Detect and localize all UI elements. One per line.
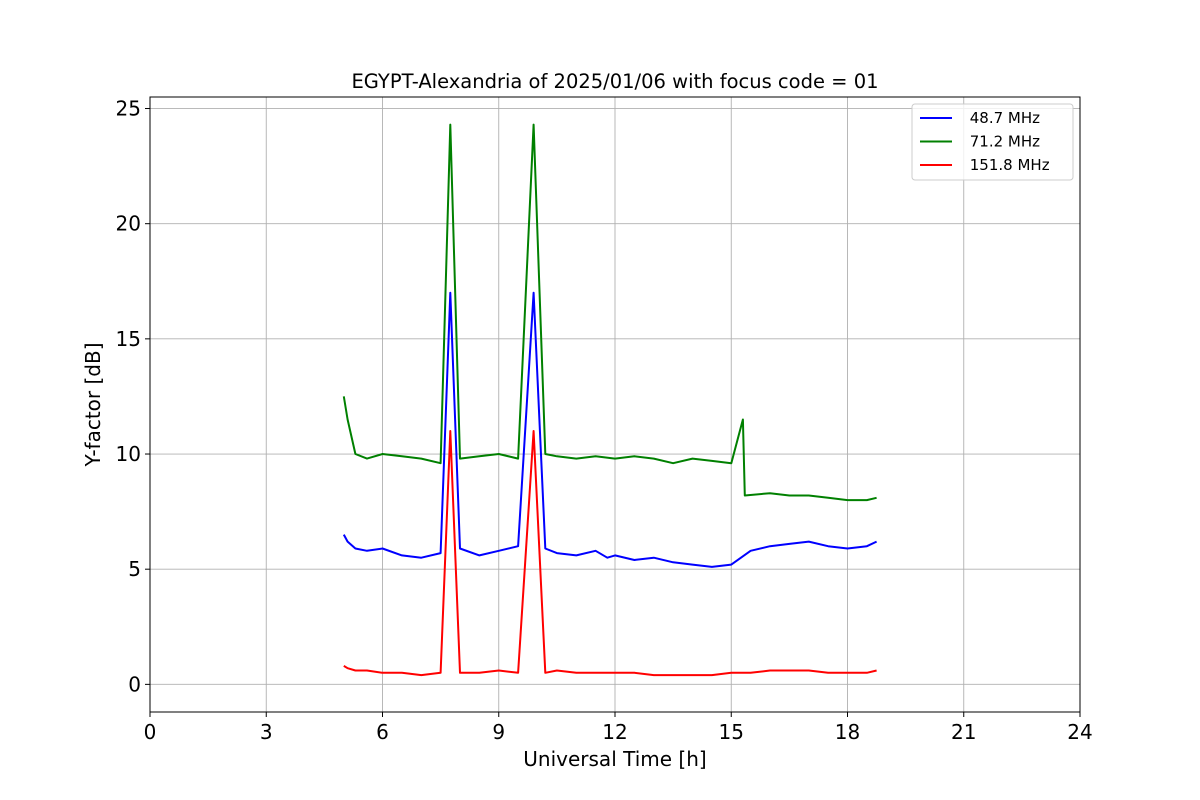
legend-label: 71.2 MHz: [965, 133, 1040, 151]
x-tick-label: 3: [260, 720, 273, 744]
y-tick-label: 0: [128, 672, 141, 696]
series-line: [343, 430, 877, 677]
x-tick-label: 6: [376, 720, 389, 744]
series-line: [342, 291, 878, 568]
y-tick-label: 10: [116, 442, 141, 466]
legend-label: 151.8 MHz: [965, 156, 1050, 174]
legend-label: 48.7 MHz: [965, 109, 1040, 127]
x-axis-label: Universal Time [h]: [523, 747, 706, 771]
y-tick-label: 5: [128, 557, 141, 581]
x-tick-label: 12: [602, 720, 627, 744]
chart-title: EGYPT-Alexandria of 2025/01/06 with focu…: [351, 70, 878, 93]
x-tick-label: 18: [835, 720, 860, 744]
x-tick-label: 15: [719, 720, 744, 744]
x-tick-label: 0: [144, 720, 157, 744]
x-tick-label: 24: [1067, 720, 1092, 744]
x-tick-label: 21: [951, 720, 976, 744]
y-tick-label: 25: [116, 97, 141, 121]
legend-box: [911, 103, 1074, 181]
plot-series: [342, 123, 878, 677]
axis-ticks: 0 3 6 9 12 15 18 21 24 0 5 10 15 20 25: [116, 97, 1093, 744]
y-axis-label: Y-factor [dB]: [81, 342, 105, 467]
x-tick-label: 9: [492, 720, 505, 744]
y-tick-label: 15: [116, 327, 141, 351]
y-tick-label: 20: [116, 212, 141, 236]
series-line: [342, 123, 877, 502]
legend: 48.7 MHz 71.2 MHz 151.8 MHz: [911, 103, 1074, 181]
